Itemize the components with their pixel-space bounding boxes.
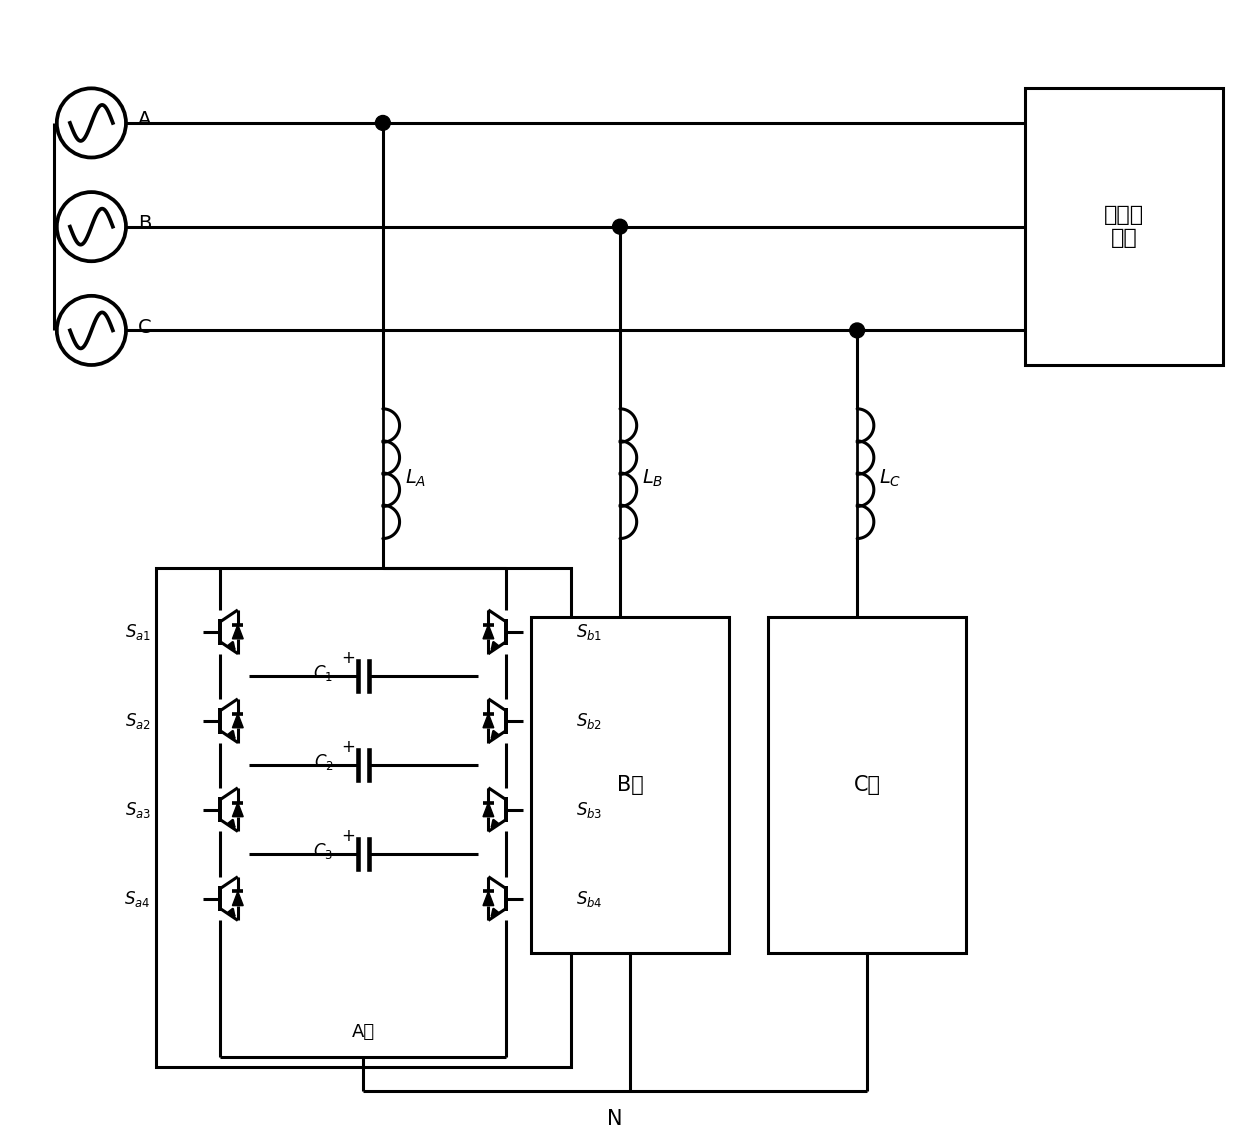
Bar (155, 568, 570, 1066)
Bar (769, 617, 966, 953)
Circle shape (849, 323, 864, 338)
Text: $S_{a3}$: $S_{a3}$ (124, 800, 151, 819)
Text: C: C (138, 318, 151, 337)
Text: C相: C相 (853, 775, 880, 795)
Polygon shape (232, 802, 243, 817)
Text: $C_3$: $C_3$ (314, 841, 334, 861)
Polygon shape (484, 802, 494, 817)
Text: A: A (138, 110, 151, 129)
Circle shape (376, 116, 391, 130)
Text: A相: A相 (352, 1023, 374, 1041)
Circle shape (613, 220, 627, 235)
Polygon shape (484, 624, 494, 639)
Text: +: + (341, 827, 355, 845)
Text: $S_{b3}$: $S_{b3}$ (575, 800, 601, 819)
Text: $S_{a2}$: $S_{a2}$ (125, 710, 151, 731)
Text: $C_1$: $C_1$ (314, 663, 334, 683)
Text: $L_A$: $L_A$ (404, 468, 425, 489)
Text: $L_C$: $L_C$ (879, 468, 901, 489)
Polygon shape (484, 714, 494, 727)
Text: $L_B$: $L_B$ (642, 468, 663, 489)
Text: +: + (341, 649, 355, 667)
Polygon shape (232, 714, 243, 727)
Polygon shape (232, 892, 243, 905)
Polygon shape (484, 892, 494, 905)
Text: +: + (341, 739, 355, 757)
Text: $S_{b1}$: $S_{b1}$ (575, 622, 601, 641)
Polygon shape (232, 624, 243, 639)
Text: N: N (608, 1109, 622, 1128)
Text: $S_{a4}$: $S_{a4}$ (124, 888, 151, 909)
Text: $C_2$: $C_2$ (314, 752, 334, 773)
Text: B: B (138, 214, 151, 233)
Bar (531, 617, 729, 953)
Text: B相: B相 (616, 775, 644, 795)
Text: $S_{a1}$: $S_{a1}$ (124, 622, 151, 641)
Text: $S_{b2}$: $S_{b2}$ (575, 710, 601, 731)
Text: 非线性
负载: 非线性 负载 (1104, 205, 1145, 248)
Text: $S_{b4}$: $S_{b4}$ (575, 888, 603, 909)
Bar (1025, 88, 1223, 365)
